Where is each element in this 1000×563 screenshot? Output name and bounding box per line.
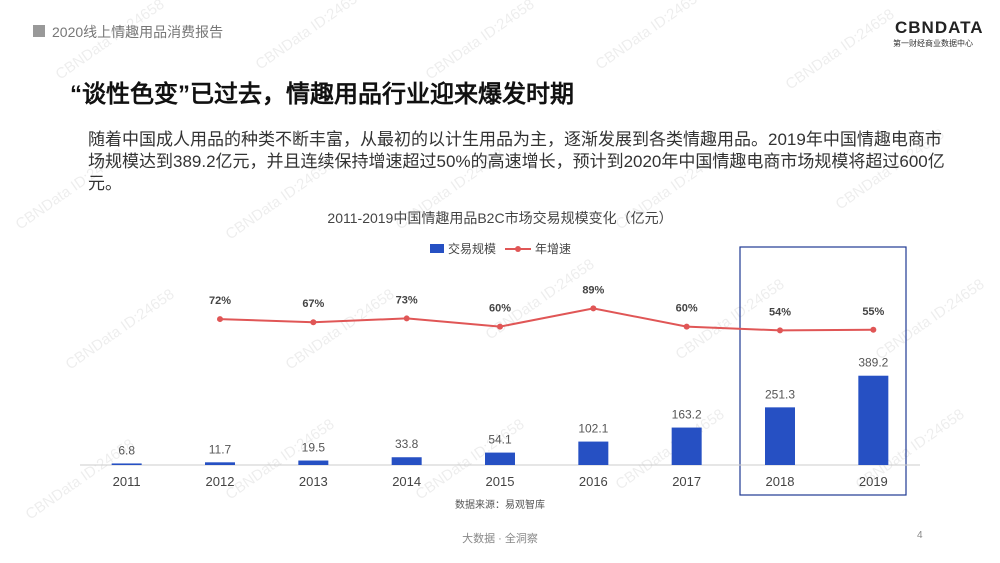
legend-swatch bbox=[430, 244, 444, 253]
x-tick-label: 2015 bbox=[486, 474, 515, 489]
report-name: 2020线上情趣用品消费报告 bbox=[52, 24, 224, 40]
legend-label: 交易规模 bbox=[448, 241, 496, 256]
bar-label: 6.8 bbox=[118, 443, 135, 457]
line-label: 54% bbox=[769, 306, 791, 318]
x-tick-label: 2014 bbox=[392, 474, 421, 489]
watermark: CBNData ID:24658 bbox=[833, 126, 948, 214]
watermark: CBNData ID:24658 bbox=[783, 6, 898, 94]
line-point bbox=[310, 319, 317, 326]
bar bbox=[765, 407, 795, 465]
line-point bbox=[403, 315, 410, 322]
x-tick-label: 2013 bbox=[299, 474, 328, 489]
slogan: 大数据 · 全洞察 bbox=[462, 533, 538, 545]
x-tick-label: 2011 bbox=[113, 474, 141, 489]
bar bbox=[205, 462, 235, 465]
line-point bbox=[683, 323, 690, 330]
x-tick-label: 2018 bbox=[766, 474, 795, 489]
watermark: CBNData ID:24658 bbox=[673, 276, 788, 364]
x-tick-label: 2016 bbox=[579, 474, 608, 489]
header-marker bbox=[33, 25, 45, 37]
logo-sub: 第一财经商业数据中心 bbox=[893, 39, 973, 48]
bar-label: 251.3 bbox=[765, 387, 795, 401]
watermark: CBNData ID:24658 bbox=[593, 0, 708, 73]
watermark: CBNData ID:24658 bbox=[423, 0, 538, 83]
line-label: 89% bbox=[582, 284, 604, 296]
watermark: CBNData ID:24658 bbox=[483, 256, 598, 344]
bar bbox=[391, 457, 422, 465]
page-number: 4 bbox=[917, 530, 923, 541]
bar-label: 54.1 bbox=[488, 433, 512, 447]
line-point bbox=[777, 327, 783, 334]
legend-label: 年增速 bbox=[535, 242, 571, 256]
line-point bbox=[497, 323, 503, 330]
watermark: CBNData ID:24658 bbox=[13, 146, 128, 234]
line-point bbox=[217, 316, 223, 323]
bar bbox=[671, 427, 702, 465]
line-label: 73% bbox=[396, 294, 418, 306]
paragraph: 随着中国成人用品的种类不断丰富，从最初的以计生用品为主，逐渐发展到各类情趣用品。… bbox=[88, 130, 945, 193]
source: 数据来源：易观智库 bbox=[455, 498, 545, 511]
bar-label: 19.5 bbox=[302, 441, 326, 455]
bar bbox=[485, 452, 515, 465]
bar-label: 33.8 bbox=[395, 437, 419, 451]
highlight-box bbox=[739, 246, 907, 496]
line-label: 67% bbox=[302, 298, 324, 310]
line-label: 72% bbox=[209, 295, 231, 307]
watermark: CBNData ID:24658 bbox=[283, 286, 398, 374]
logo: CBNDATA bbox=[895, 18, 984, 37]
x-tick-label: 2012 bbox=[206, 474, 235, 489]
line-point bbox=[870, 326, 877, 333]
bar-label: 102.1 bbox=[578, 422, 608, 436]
bar bbox=[858, 375, 889, 465]
bar-label: 11.7 bbox=[209, 442, 232, 456]
watermark: CBNData ID:24658 bbox=[613, 406, 728, 494]
line-label: 60% bbox=[489, 303, 511, 315]
line-label: 60% bbox=[676, 303, 698, 315]
watermark: CBNData ID:24658 bbox=[223, 156, 338, 244]
watermark: CBNData ID:24658 bbox=[873, 276, 988, 364]
legend-dot bbox=[515, 246, 521, 252]
bar-label: 389.2 bbox=[858, 356, 888, 370]
x-tick-label: 2019 bbox=[859, 474, 888, 489]
x-tick-label: 2017 bbox=[672, 474, 701, 489]
bar bbox=[298, 460, 329, 465]
bar bbox=[578, 441, 609, 465]
line-label: 55% bbox=[862, 306, 884, 318]
line-point bbox=[590, 305, 597, 312]
page-title: “谈性色变”已过去，情趣用品行业迎来爆发时期 bbox=[70, 81, 574, 108]
watermark: CBNData ID:24658 bbox=[63, 286, 178, 374]
watermark: CBNData ID:24658 bbox=[53, 0, 168, 83]
bar-label: 163.2 bbox=[672, 408, 702, 422]
line bbox=[219, 307, 874, 332]
watermark: CBNData ID:24658 bbox=[253, 0, 368, 73]
watermark: CBNData ID:24658 bbox=[223, 416, 338, 504]
bar bbox=[111, 463, 142, 465]
chart-title: 2011-2019中国情趣用品B2C市场交易规模变化（亿元） bbox=[327, 210, 672, 226]
